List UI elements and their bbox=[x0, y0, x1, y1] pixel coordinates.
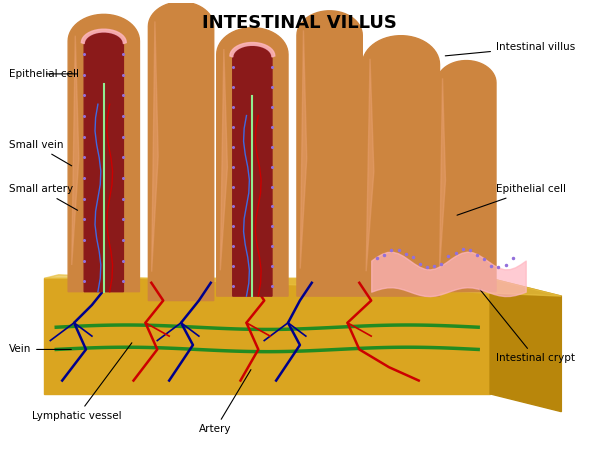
Polygon shape bbox=[490, 279, 562, 412]
Polygon shape bbox=[220, 49, 227, 270]
Polygon shape bbox=[148, 2, 214, 301]
Text: Intestinal crypt: Intestinal crypt bbox=[480, 289, 575, 363]
Polygon shape bbox=[233, 45, 272, 296]
Polygon shape bbox=[82, 29, 126, 44]
Polygon shape bbox=[440, 78, 445, 270]
Text: Artery: Artery bbox=[199, 369, 251, 434]
Polygon shape bbox=[362, 36, 440, 296]
Text: Intestinal villus: Intestinal villus bbox=[445, 42, 575, 56]
Polygon shape bbox=[437, 61, 496, 292]
Text: Vein: Vein bbox=[9, 344, 71, 355]
Polygon shape bbox=[44, 275, 562, 296]
Polygon shape bbox=[366, 59, 374, 271]
Polygon shape bbox=[300, 30, 307, 269]
Polygon shape bbox=[217, 28, 288, 296]
Text: Lymphatic vessel: Lymphatic vessel bbox=[32, 343, 132, 421]
Polygon shape bbox=[152, 22, 158, 272]
Text: INTESTINAL VILLUS: INTESTINAL VILLUS bbox=[202, 14, 397, 32]
Text: Small vein: Small vein bbox=[9, 140, 71, 166]
Polygon shape bbox=[230, 43, 275, 57]
Text: Epithelial cell: Epithelial cell bbox=[457, 184, 566, 215]
Polygon shape bbox=[72, 36, 79, 265]
Polygon shape bbox=[297, 11, 362, 296]
Text: Epithelial cell: Epithelial cell bbox=[9, 69, 79, 79]
Text: Small artery: Small artery bbox=[9, 184, 77, 210]
Polygon shape bbox=[68, 14, 139, 292]
Polygon shape bbox=[44, 279, 490, 394]
Polygon shape bbox=[84, 32, 124, 292]
